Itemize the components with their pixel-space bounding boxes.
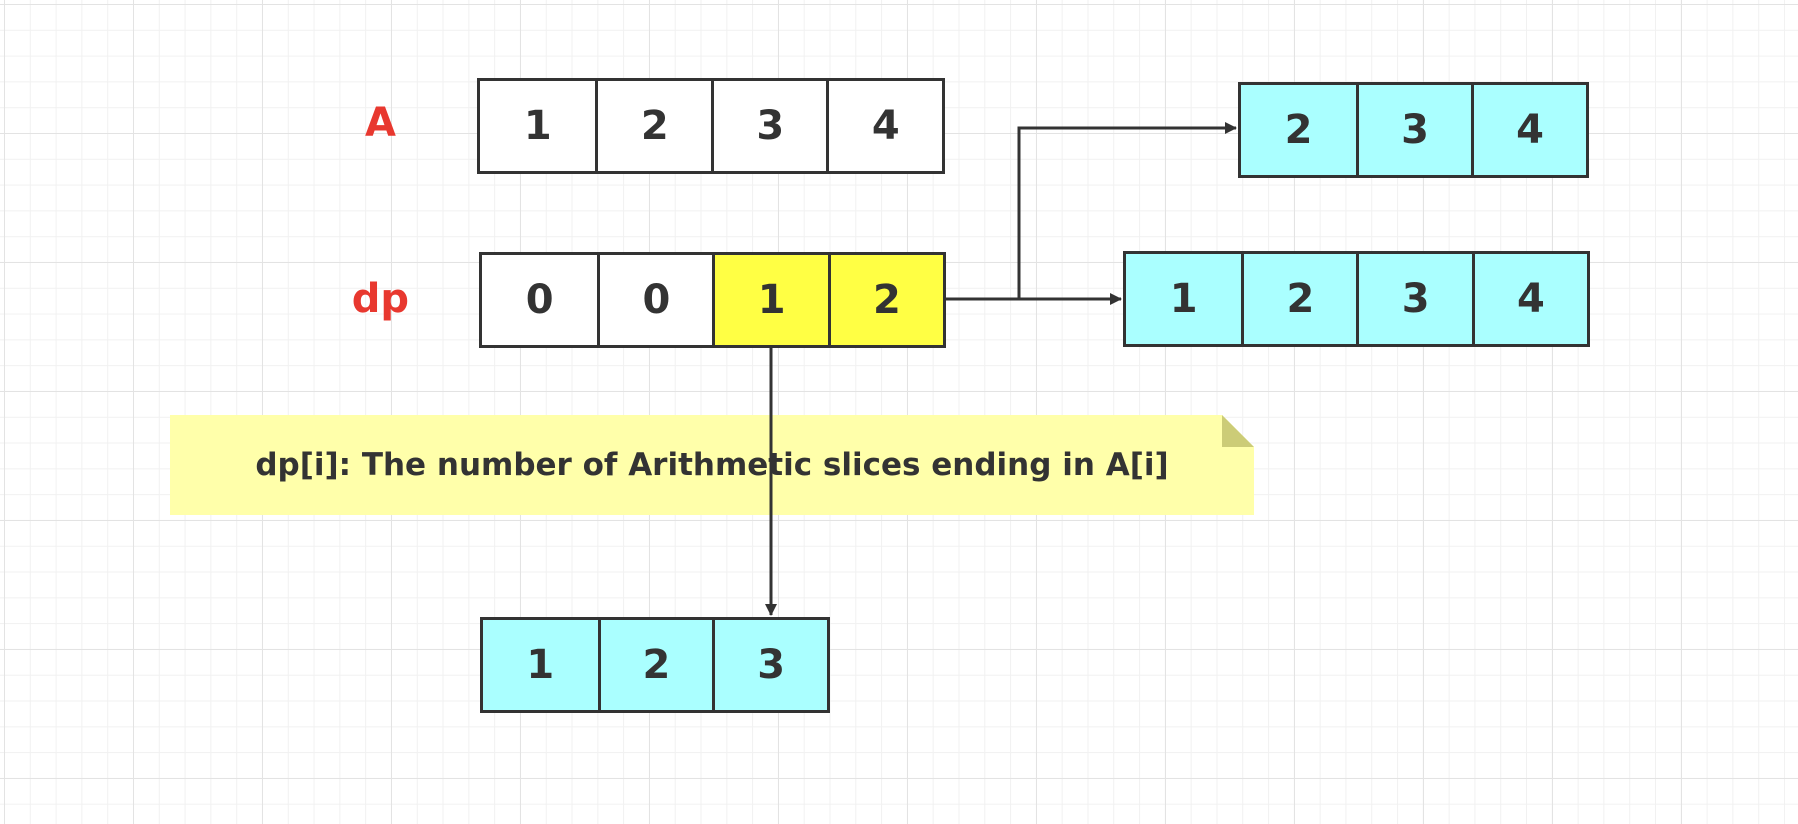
result-array-top: 2 3 4 — [1238, 82, 1589, 178]
array-dp: 0 0 1 2 — [479, 252, 946, 348]
note-box: dp[i]: The number of Arithmetic slices e… — [170, 415, 1254, 515]
label-dp: dp — [351, 276, 409, 322]
array-a-cell: 1 — [523, 103, 552, 149]
array-dp-cell: 0 — [525, 277, 554, 323]
array-a-cell: 3 — [710, 81, 827, 171]
array-a-cell: 4 — [826, 81, 942, 171]
result-bottom-cell: 2 — [597, 620, 713, 710]
result-bottom-cell: 1 — [526, 642, 555, 688]
result-middle-cell: 1 — [1169, 276, 1198, 322]
note-text: dp[i]: The number of Arithmetic slices e… — [255, 447, 1169, 483]
result-middle-cell: 3 — [1356, 254, 1471, 344]
note-fold — [1222, 415, 1254, 447]
note-body — [170, 415, 1254, 515]
result-array-bottom: 1 2 3 — [480, 617, 830, 713]
label-a: A — [365, 100, 396, 146]
array-dp-cell-highlighted: 2 — [827, 255, 943, 345]
array-a-cell: 2 — [595, 81, 711, 171]
result-top-cell: 2 — [1284, 107, 1313, 153]
array-dp-cell: 0 — [597, 255, 712, 345]
result-middle-cell: 2 — [1241, 254, 1356, 344]
arrow-to-top-result — [1017, 122, 1237, 299]
array-dp-cell-highlighted: 1 — [712, 255, 828, 345]
result-bottom-cell: 3 — [712, 620, 827, 710]
result-middle-cell: 4 — [1471, 254, 1587, 344]
note-background — [170, 415, 1254, 515]
array-a: 1 2 3 4 — [477, 78, 945, 174]
result-array-middle: 1 2 3 4 — [1123, 251, 1590, 347]
result-top-cell: 3 — [1355, 85, 1471, 175]
result-top-cell: 4 — [1471, 85, 1586, 175]
